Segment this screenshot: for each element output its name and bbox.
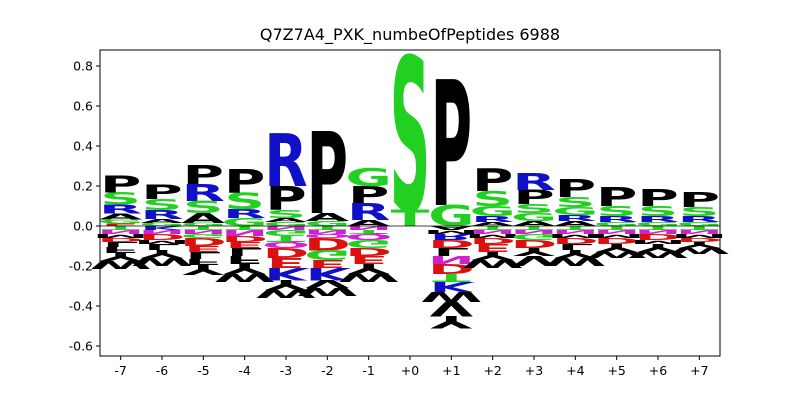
svg-text:Y: Y	[430, 312, 473, 331]
logo-letters: EGARSPTNMDLFYWGARSPKNDMLYWGASRPTNGDELFYG…	[90, 16, 731, 331]
svg-text:P: P	[224, 162, 265, 200]
x-tick-label: +0	[401, 363, 419, 378]
svg-text:P: P	[679, 189, 720, 213]
x-tick-label: -4	[238, 363, 251, 378]
logo-letter-neg-+7-5: W	[668, 246, 730, 255]
x-tick-label: -2	[321, 363, 333, 378]
svg-text:G: G	[346, 164, 392, 192]
svg-text:P: P	[555, 175, 596, 203]
x-tick-label: +2	[483, 363, 501, 378]
logo-letter-pos-+7-3: P	[679, 189, 720, 213]
x-tick-label: -1	[362, 363, 374, 378]
logo-letter-pos--2-2: P	[307, 109, 348, 239]
logo-letter-pos-+6-3: P	[637, 185, 678, 212]
x-tick-label: -3	[280, 363, 292, 378]
logo-letter-pos-+3-4: R	[512, 169, 555, 196]
svg-text:R: R	[512, 169, 555, 196]
svg-text:P: P	[141, 181, 182, 203]
logo-letter-pos-+0-1: S	[390, 16, 431, 261]
svg-text:P: P	[431, 46, 472, 246]
svg-text:R: R	[264, 120, 307, 204]
logo-letter-neg-+1-11: Y	[430, 312, 473, 331]
y-tick-label: -0.6	[69, 339, 93, 354]
svg-text:P: P	[637, 185, 678, 212]
logo-letter-pos--7-5: P	[100, 172, 141, 199]
y-tick-label: -0.4	[69, 299, 93, 314]
y-tick-label: 0.0	[73, 219, 93, 234]
x-tick-label: +1	[442, 363, 460, 378]
y-tick-label: 0.8	[73, 59, 93, 74]
x-tick-label: +3	[525, 363, 543, 378]
y-tick-label: 0.2	[73, 179, 93, 194]
svg-text:P: P	[100, 172, 141, 199]
logo-letter-pos--6-4: P	[141, 181, 182, 203]
x-tick-label: +7	[690, 363, 708, 378]
svg-text:W: W	[338, 271, 400, 284]
x-tick-label: -7	[114, 363, 126, 378]
svg-text:W: W	[668, 246, 730, 255]
x-tick-label: +6	[649, 363, 667, 378]
logo-letter-pos-+5-3: P	[596, 182, 637, 212]
logo-letter-pos--1-3: G	[346, 164, 392, 192]
x-tick-label: -6	[156, 363, 169, 378]
logo-letter-pos-+4-4: P	[555, 175, 596, 203]
logo-letter-pos-+2-4: P	[472, 162, 513, 199]
svg-text:W: W	[296, 285, 358, 298]
logo-letter-neg--1-7: W	[338, 271, 400, 284]
logo-letter-pos--3-4: R	[264, 120, 307, 204]
svg-text:P: P	[307, 109, 348, 239]
y-tick-label: -0.2	[69, 259, 93, 274]
logo-letter-pos--5-4: P	[183, 160, 224, 190]
svg-text:S: S	[390, 16, 431, 261]
x-tick-label: +4	[566, 363, 584, 378]
logo-letter-neg--2-8: W	[296, 285, 358, 298]
x-tick-label: -5	[197, 363, 209, 378]
svg-text:P: P	[596, 182, 637, 212]
x-tick-label: +5	[607, 363, 625, 378]
svg-text:P: P	[472, 162, 513, 199]
svg-text:P: P	[183, 160, 224, 190]
logo-letter-pos--4-3: P	[224, 162, 265, 200]
logo-letter-pos-+1-1: P	[431, 46, 472, 246]
y-tick-label: 0.6	[73, 99, 93, 114]
y-tick-label: 0.4	[73, 139, 93, 154]
